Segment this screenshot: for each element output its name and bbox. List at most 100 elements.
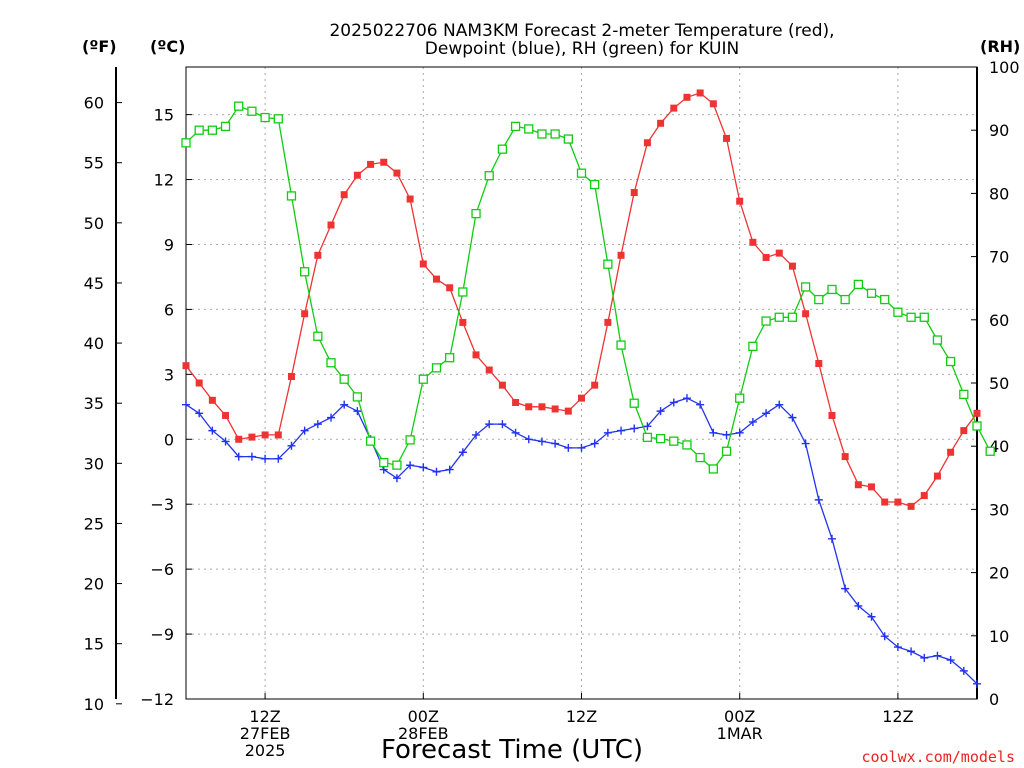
dewpoint-point	[234, 452, 243, 461]
celsius-tick-label: 9	[164, 235, 174, 254]
dewpoint-point	[300, 426, 309, 435]
temperature-point	[907, 502, 915, 510]
fahrenheit-tick-label: 55	[84, 154, 104, 173]
dewpoint-point	[577, 443, 586, 452]
fahrenheit-tick-label: 50	[84, 214, 104, 233]
temperature-point	[261, 431, 269, 439]
celsius-tick-label: 12	[154, 171, 174, 190]
rh-point	[286, 191, 297, 201]
dewpoint-point	[208, 426, 217, 435]
celsius-tick-label: −3	[150, 495, 174, 514]
fahrenheit-tick-label: 30	[84, 454, 104, 473]
dewpoint-point	[392, 474, 401, 483]
dewpoint-point	[722, 430, 731, 439]
rh-point	[445, 353, 455, 363]
temperature-point	[973, 409, 981, 417]
temperature-point	[472, 351, 480, 359]
rh-tick-label: 10	[989, 627, 1009, 646]
temperature-point	[775, 249, 783, 257]
temperature-point	[960, 427, 968, 435]
temperature-point	[643, 139, 651, 147]
rh-point	[339, 374, 349, 384]
rh-tick-label: 50	[989, 374, 1009, 393]
x-tick-label: 28FEB	[398, 724, 449, 743]
rh-point	[985, 446, 995, 456]
rh-tick-label: 30	[989, 500, 1009, 519]
dewpoint-point	[946, 656, 955, 665]
celsius-tick-label: −9	[150, 625, 174, 644]
rh-point	[234, 101, 244, 111]
temperature-point	[828, 411, 836, 419]
rh-tick-label: 0	[989, 690, 999, 709]
x-tick-label: 27FEB	[240, 724, 291, 743]
rh-point	[392, 460, 402, 470]
rh-point	[352, 392, 363, 402]
fahrenheit-tick-label: 45	[84, 274, 104, 293]
rh-point	[458, 287, 468, 297]
dewpoint-point	[907, 647, 916, 656]
temperature-point	[617, 251, 625, 259]
temperature-point	[881, 498, 889, 506]
rh-point	[932, 335, 943, 345]
rh-point	[299, 267, 310, 277]
temperature-point	[340, 191, 348, 199]
dewpoint-point	[682, 394, 691, 403]
rh-point	[735, 393, 745, 403]
rh-tick-label: 80	[989, 184, 1009, 203]
rh-point	[616, 340, 626, 350]
temperature-point	[432, 275, 440, 283]
rh-point	[959, 389, 969, 400]
x-tick-label: 12Z	[882, 707, 913, 726]
rh-point	[695, 452, 705, 463]
temperature-point	[604, 318, 612, 326]
dewpoint-point	[182, 400, 190, 409]
rh-point	[471, 208, 481, 219]
rh-point	[365, 436, 376, 446]
x-tick-label: 00Z	[724, 707, 755, 726]
fahrenheit-tick-label: 40	[84, 334, 104, 353]
temperature-point	[564, 407, 572, 415]
temperature-point	[380, 158, 388, 166]
dewpoint-point	[788, 413, 797, 422]
dewpoint-point	[867, 612, 876, 621]
rh-tick-label: 90	[989, 121, 1009, 140]
rh-point	[708, 464, 718, 474]
celsius-unit-label: (ºC)	[150, 37, 185, 56]
fahrenheit-tick-label: 15	[84, 635, 104, 654]
rh-point	[590, 179, 600, 190]
dewpoint-point	[195, 409, 204, 418]
temperature-point	[485, 366, 493, 374]
dewpoint-point	[801, 439, 810, 448]
temperature-point	[301, 310, 309, 318]
rh-point	[510, 121, 521, 132]
dewpoint-point	[406, 461, 415, 470]
temperature-point	[696, 89, 704, 97]
chart-title-line-1: 2025022706 NAM3KM Forecast 2-meter Tempe…	[329, 21, 834, 41]
dewpoint-point	[880, 632, 889, 641]
dewpoint-point	[353, 407, 362, 416]
rh-point	[220, 121, 231, 132]
dewpoint-point	[221, 437, 230, 446]
x-tick-label: 12Z	[566, 707, 597, 726]
rh-tick-label: 100	[989, 58, 1020, 77]
dewpoint-point	[762, 409, 771, 418]
x-tick-label: 2025	[245, 741, 286, 760]
dewpoint-point	[814, 495, 823, 504]
rh-point	[642, 432, 653, 443]
rh-point	[880, 294, 890, 305]
dewpoint-point	[287, 441, 296, 450]
rh-point	[431, 363, 442, 373]
rh-line	[185, 105, 991, 470]
dewpoint-point	[472, 430, 481, 439]
dewpoint-point	[498, 420, 507, 429]
rh-point	[655, 433, 666, 444]
rh-tick-label: 20	[989, 564, 1009, 583]
dewpoint-point	[669, 398, 678, 407]
dewpoint-point	[959, 666, 968, 675]
rh-point	[194, 125, 204, 135]
temperature-point	[670, 104, 678, 112]
dewpoint-point	[893, 643, 902, 652]
dewpoint-point	[643, 422, 652, 431]
temperature-point	[327, 221, 335, 229]
